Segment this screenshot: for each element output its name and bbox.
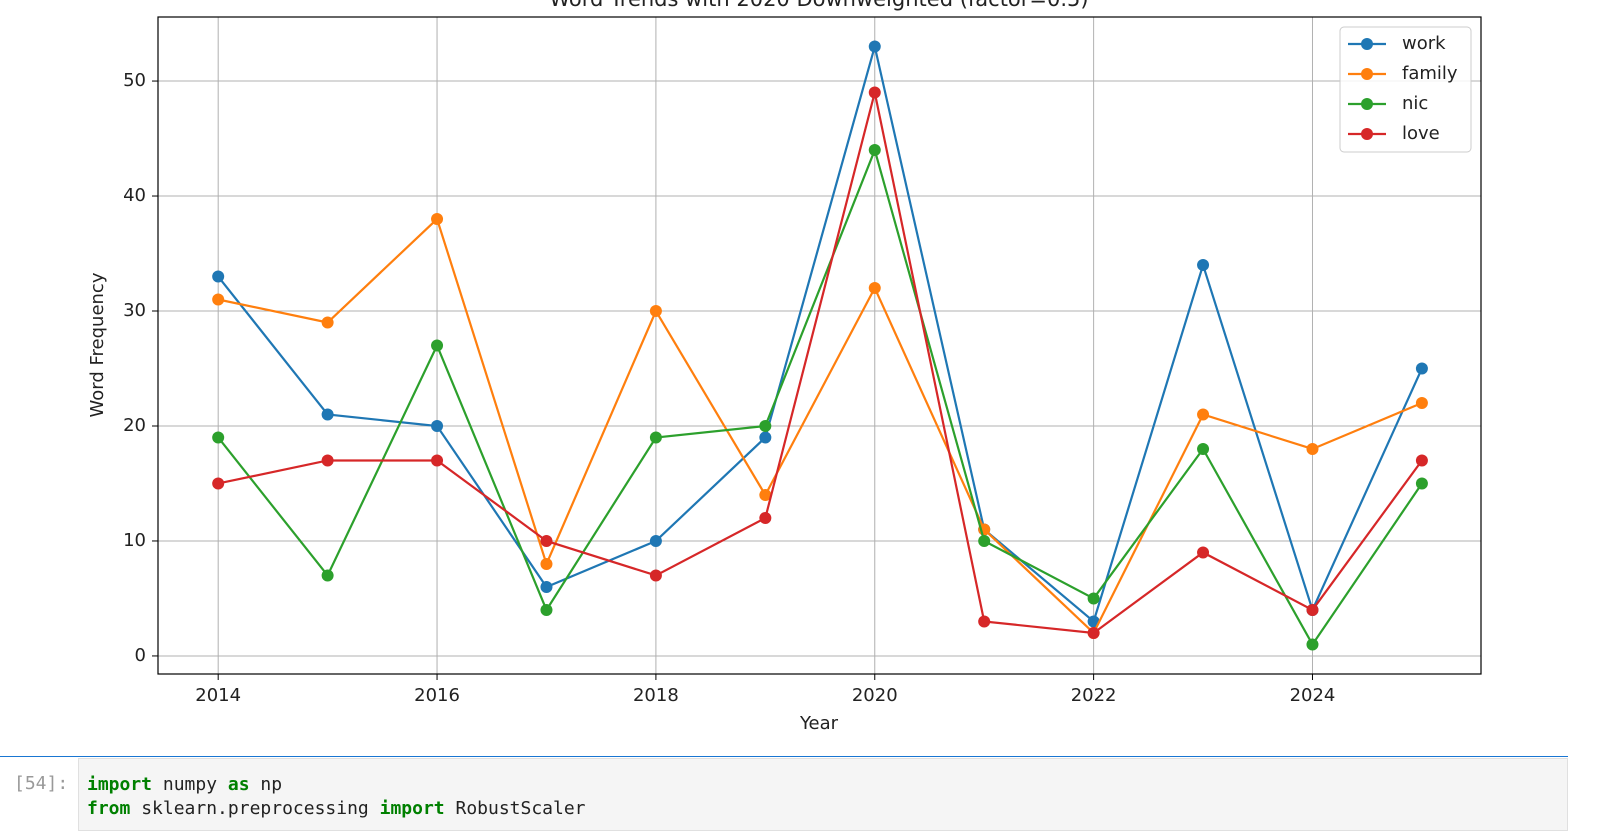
keyword: import <box>379 798 445 819</box>
data-point <box>1415 362 1428 375</box>
code-token: sklearn.preprocessing <box>130 798 380 819</box>
legend-label: love <box>1402 123 1440 144</box>
data-point <box>1197 442 1210 455</box>
series-line <box>217 146 1423 647</box>
code-token: RobustScaler <box>444 798 586 819</box>
x-tick-label: 2016 <box>414 685 460 706</box>
legend-marker <box>1361 68 1373 80</box>
y-tick-label: 40 <box>123 185 146 206</box>
data-point <box>431 454 444 467</box>
legend-marker <box>1361 98 1373 110</box>
code-token: numpy <box>152 774 228 795</box>
data-point <box>649 305 662 318</box>
code-editor[interactable]: import numpy as np from sklearn.preproce… <box>78 758 1568 831</box>
keyword: as <box>227 774 250 795</box>
data-point <box>759 511 772 524</box>
data-point <box>1306 603 1319 616</box>
chart: Word Trends with 2020 Downweighted (fact… <box>87 0 1482 734</box>
data-point <box>868 282 881 295</box>
data-point <box>540 580 553 593</box>
data-point <box>212 477 225 490</box>
y-axis-label: Word Frequency <box>87 272 108 417</box>
x-tick-label: 2020 <box>852 685 898 706</box>
data-point <box>212 270 225 283</box>
legend: work family nic love <box>1339 26 1472 153</box>
data-point <box>649 534 662 547</box>
data-point <box>1306 442 1319 455</box>
data-point <box>1087 592 1100 605</box>
x-tick-label: 2014 <box>195 685 241 706</box>
data-point <box>1306 638 1319 651</box>
code-cell[interactable]: [54]: import numpy as np from sklearn.pr… <box>0 756 1568 831</box>
y-tick-label: 20 <box>123 415 146 436</box>
legend-label: work <box>1402 33 1446 54</box>
x-tick-label: 2024 <box>1290 685 1336 706</box>
legend-box <box>1339 26 1472 153</box>
data-point <box>540 557 553 570</box>
series-line <box>217 217 1423 635</box>
legend-marker <box>1361 128 1373 140</box>
data-point <box>540 603 553 616</box>
data-point <box>759 431 772 444</box>
data-point <box>321 569 334 582</box>
data-point <box>649 431 662 444</box>
data-point <box>540 534 553 547</box>
data-point <box>321 316 334 329</box>
y-tick-label: 10 <box>123 530 146 551</box>
data-point <box>431 339 444 352</box>
data-point <box>1087 626 1100 639</box>
data-point <box>1415 477 1428 490</box>
data-point <box>1197 259 1210 272</box>
data-point <box>1197 546 1210 559</box>
legend-marker <box>1361 38 1373 50</box>
series-line <box>217 92 1423 635</box>
data-point <box>759 488 772 501</box>
data-point <box>649 569 662 582</box>
data-point <box>868 144 881 157</box>
y-tick-label: 50 <box>123 70 146 91</box>
plot-frame <box>157 16 1482 675</box>
data-point <box>1087 615 1100 628</box>
keyword: import <box>87 774 153 795</box>
data-point <box>212 293 225 306</box>
x-tick-label: 2022 <box>1071 685 1117 706</box>
data-point <box>978 534 991 547</box>
data-point <box>1415 396 1428 409</box>
data-point <box>1415 454 1428 467</box>
data-point <box>868 86 881 99</box>
y-tick-label: 0 <box>135 645 146 666</box>
data-point <box>868 40 881 53</box>
y-tick-label: 30 <box>123 300 146 321</box>
legend-label: family <box>1402 63 1458 84</box>
x-axis-label: Year <box>799 713 839 734</box>
data-point <box>431 213 444 226</box>
data-point <box>431 419 444 432</box>
chart-title: Word Trends with 2020 Downweighted (fact… <box>549 0 1088 11</box>
data-point <box>321 454 334 467</box>
data-point <box>759 419 772 432</box>
data-point <box>978 615 991 628</box>
series-line <box>217 46 1423 624</box>
x-tick-label: 2018 <box>633 685 679 706</box>
legend-label: nic <box>1402 93 1428 114</box>
data-point <box>1197 408 1210 421</box>
data-point <box>212 431 225 444</box>
cell-prompt: [54]: <box>14 773 69 794</box>
code-token: np <box>249 774 283 795</box>
data-point <box>321 408 334 421</box>
keyword: from <box>87 798 131 819</box>
